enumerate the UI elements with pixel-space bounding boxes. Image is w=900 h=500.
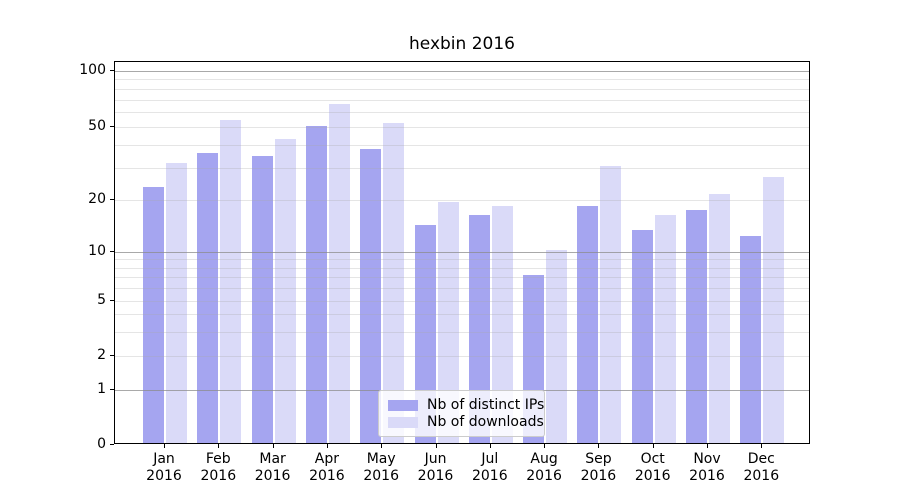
legend-item-downloads: Nb of downloads — [388, 414, 544, 430]
y-tick-mark-0 — [110, 444, 114, 445]
x-tick-label-nov: Nov 2016 — [689, 451, 725, 484]
plot-area — [114, 61, 810, 444]
y-tick-label-50: 50 — [88, 117, 106, 134]
x-tick-label-jul: Jul 2016 — [471, 451, 508, 484]
minor-gridline-8 — [115, 267, 809, 269]
x-tick-mark-may — [381, 444, 383, 448]
y-tick-label-2: 2 — [97, 347, 106, 363]
y-tick-mark-2 — [110, 355, 114, 356]
chart-title: hexbin 2016 — [409, 34, 515, 54]
minor-gridline-3 — [115, 331, 809, 333]
bar-downloads-sep — [600, 165, 622, 443]
x-tick-label-feb: Feb 2016 — [200, 451, 237, 484]
bar-downloads-nov — [709, 194, 730, 443]
x-tick-mark-feb — [218, 444, 220, 448]
legend-label-downloads: Nb of downloads — [427, 414, 544, 430]
bar-downloads-jan — [166, 162, 187, 443]
minor-gridline-30 — [115, 167, 809, 169]
bar-ips-feb — [197, 153, 219, 443]
x-tick-mark-dec — [761, 444, 763, 448]
x-tick-label-sep: Sep 2016 — [580, 451, 617, 484]
minor-gridline-60 — [115, 111, 809, 113]
major-gridline-100 — [115, 70, 809, 72]
bar-ips-oct — [631, 230, 653, 443]
y-tick-label-5: 5 — [97, 292, 106, 308]
bar-ips-may — [360, 148, 382, 443]
y-tick-label-100: 100 — [79, 61, 106, 78]
legend-item-distinct-ips: Nb of distinct IPs — [388, 397, 544, 413]
y-tick-label-10: 10 — [88, 242, 106, 259]
bar-downloads-jun — [437, 201, 459, 443]
y-tick-label-0: 0 — [97, 436, 106, 452]
legend-swatch-downloads — [388, 416, 418, 428]
y-tick-mark-20 — [110, 199, 114, 200]
x-tick-mark-jul — [489, 444, 491, 448]
x-tick-label-jun: Jun 2016 — [417, 451, 454, 484]
bar-downloads-dec — [763, 177, 785, 443]
legend: Nb of distinct IPs Nb of downloads — [378, 390, 545, 437]
major-gridline-10 — [115, 251, 809, 253]
x-tick-mark-sep — [598, 444, 600, 448]
minor-gridline-6 — [115, 288, 809, 290]
minor-gridline-90 — [115, 79, 809, 81]
bar-downloads-aug — [546, 249, 568, 443]
minor-gridline-20 — [115, 200, 809, 201]
bar-ips-sep — [577, 205, 599, 443]
x-tick-label-aug: Aug 2016 — [526, 451, 562, 484]
minor-gridline-80 — [115, 88, 809, 90]
x-tick-mark-apr — [326, 444, 328, 448]
bar-ips-dec — [740, 236, 762, 443]
x-tick-mark-nov — [707, 444, 708, 448]
y-tick-label-1: 1 — [97, 381, 106, 397]
minor-gridline-2 — [115, 356, 809, 357]
y-tick-mark-5 — [110, 300, 114, 301]
bar-ips-jun — [414, 224, 436, 443]
bar-downloads-may — [383, 123, 405, 443]
minor-gridline-40 — [115, 144, 809, 146]
x-tick-mark-jun — [435, 444, 437, 448]
minor-gridline-50 — [115, 126, 809, 128]
y-tick-mark-100 — [110, 69, 114, 71]
legend-swatch-distinct-ips — [388, 399, 418, 411]
y-tick-mark-10 — [110, 250, 114, 252]
x-tick-mark-oct — [652, 444, 654, 448]
x-tick-label-jan: Jan 2016 — [146, 451, 182, 484]
y-tick-label-20: 20 — [88, 191, 106, 207]
x-tick-label-dec: Dec 2016 — [743, 451, 780, 484]
bar-downloads-jul — [491, 205, 513, 443]
x-tick-mark-aug — [544, 444, 546, 448]
minor-gridline-7 — [115, 277, 809, 279]
bar-downloads-feb — [220, 120, 242, 443]
bar-downloads-oct — [654, 214, 676, 443]
x-tick-label-may: May 2016 — [363, 451, 399, 484]
x-tick-label-mar: Mar 2016 — [254, 451, 291, 484]
minor-gridline-5 — [115, 301, 809, 302]
bar-ips-jul — [468, 214, 490, 443]
minor-gridline-70 — [115, 99, 809, 101]
x-tick-mark-mar — [272, 444, 274, 448]
bar-downloads-mar — [274, 138, 296, 443]
legend-label-distinct-ips: Nb of distinct IPs — [427, 397, 545, 413]
y-tick-mark-50 — [110, 125, 114, 127]
x-tick-label-apr: Apr 2016 — [309, 451, 345, 484]
bar-downloads-apr — [328, 103, 350, 443]
y-tick-mark-1 — [110, 389, 114, 390]
minor-gridline-4 — [115, 314, 809, 316]
bar-ips-nov — [686, 210, 707, 443]
bar-ips-mar — [251, 155, 273, 443]
x-tick-label-oct: Oct 2016 — [634, 451, 671, 484]
bar-ips-apr — [305, 126, 327, 443]
x-tick-mark-jan — [164, 444, 165, 448]
bar-ips-jan — [143, 186, 164, 443]
minor-gridline-9 — [115, 259, 809, 261]
